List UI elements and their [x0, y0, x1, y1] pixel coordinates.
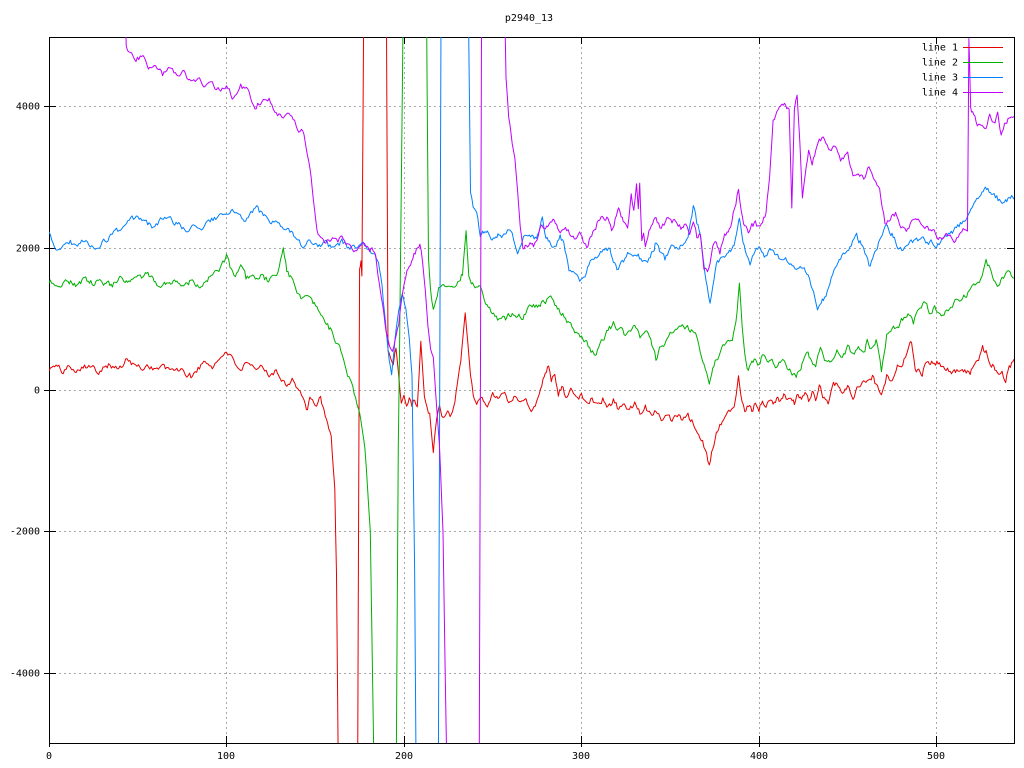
x-tick-label: 300 [572, 751, 590, 762]
gridlines [49, 37, 1014, 743]
series-line-1 [49, 37, 1014, 743]
x-tick-label: 100 [217, 751, 235, 762]
legend-label: line 4 [922, 88, 958, 99]
x-tick-label: 400 [750, 751, 768, 762]
chart-title: p2940_13 [505, 13, 553, 24]
x-tick-label: 500 [927, 751, 945, 762]
series-line-2 [49, 37, 1014, 743]
y-tick-label: -4000 [10, 669, 40, 680]
legend: line 1 line 2 line 3 line 4 [922, 43, 1003, 99]
axis-labels: -4000 -2000 0 2000 4000 0 100 200 300 400 500 [10, 102, 945, 763]
y-tick-label: 2000 [16, 244, 40, 255]
y-tick-label: 4000 [16, 102, 40, 113]
axis-ticks [44, 37, 1014, 747]
legend-label: line 1 [922, 43, 958, 54]
series-line-3 [49, 37, 1014, 743]
legend-label: line 3 [922, 73, 958, 84]
x-tick-label: 200 [395, 751, 413, 762]
x-tick-label: 0 [46, 751, 52, 762]
y-tick-label: -2000 [10, 527, 40, 538]
series-line-4 [125, 37, 1014, 743]
y-tick-label: 0 [34, 386, 40, 397]
legend-label: line 2 [922, 58, 958, 69]
